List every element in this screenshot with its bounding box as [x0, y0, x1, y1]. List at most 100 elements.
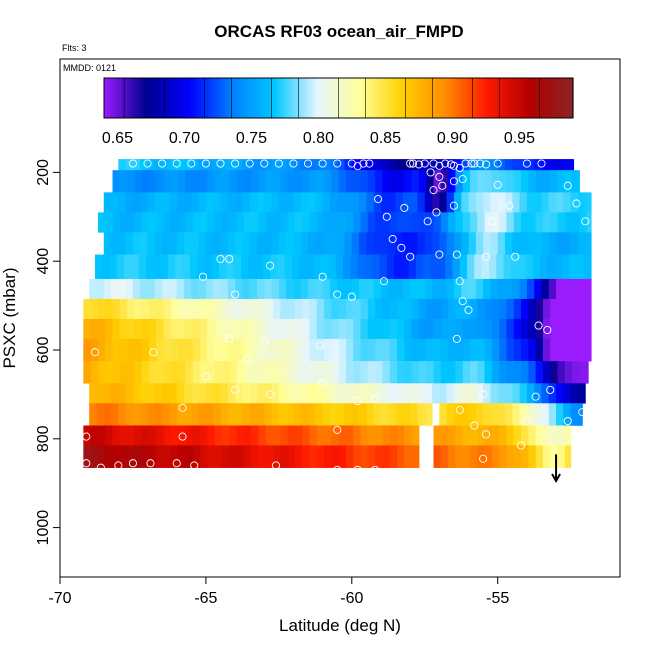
observation-marker: [435, 161, 444, 170]
x-tick-label: -65: [194, 590, 217, 607]
x-tick-label: -55: [486, 590, 509, 607]
colorbar-segment: [104, 78, 108, 118]
heatmap-cell: [579, 298, 588, 320]
heatmap-cell: [103, 278, 112, 300]
colorbar-segment: [506, 78, 510, 118]
heatmap-cell: [557, 298, 566, 320]
heatmap-cell: [192, 361, 201, 384]
heatmap-cell: [366, 403, 375, 426]
heatmap-cell: [221, 212, 230, 233]
heatmap-cell: [404, 445, 413, 468]
observation-marker: [516, 441, 526, 450]
heatmap-cell: [112, 445, 121, 468]
colorbar-segment: [264, 78, 269, 118]
heatmap-cell: [213, 232, 221, 255]
colorbar-segment: [519, 78, 524, 118]
heatmap-cell: [205, 232, 214, 255]
heatmap-cell: [273, 212, 281, 233]
heatmap-cell: [200, 338, 208, 362]
heatmap-cell: [105, 361, 114, 384]
observation-marker: [461, 159, 470, 168]
heatmap-cell: [226, 254, 235, 280]
heatmap-cell: [373, 232, 382, 255]
heatmap-cell: [528, 361, 537, 384]
heatmap-cell: [141, 425, 150, 446]
heatmap-cell: [89, 383, 97, 404]
heatmap-cell: [185, 298, 194, 320]
heatmap-cell: [316, 445, 325, 468]
heatmap-cell: [525, 254, 534, 280]
heatmap-cell: [163, 212, 172, 233]
colorbar-segment: [321, 78, 326, 118]
heatmap-cell: [386, 254, 395, 280]
heatmap-cell: [484, 318, 493, 340]
heatmap-cell: [351, 232, 360, 255]
heatmap-cell: [163, 425, 172, 446]
heatmap-cell: [418, 318, 427, 340]
heatmap-cell: [221, 338, 230, 362]
heatmap-cell: [105, 318, 114, 340]
colorbar-segment: [398, 78, 403, 118]
heatmap-cell: [96, 403, 105, 426]
heatmap-cell: [461, 159, 470, 171]
heatmap-cell: [474, 254, 483, 280]
heatmap-cell: [214, 338, 223, 362]
heatmap-cell: [132, 278, 141, 300]
heatmap-cell: [169, 192, 178, 213]
heatmap-cell: [185, 425, 194, 446]
heatmap-cell: [367, 318, 376, 340]
heatmap-cell: [119, 338, 128, 362]
heatmap-cell: [446, 383, 455, 404]
observation-marker: [274, 159, 283, 168]
heatmap-cell: [469, 425, 478, 446]
colorbar-segment: [184, 78, 189, 118]
observation-marker: [90, 348, 100, 357]
colorbar-segment: [475, 78, 480, 118]
heatmap-cell: [513, 445, 522, 468]
observation-markers: [82, 159, 590, 477]
heatmap-cell: [242, 403, 251, 426]
observation-marker: [225, 334, 234, 343]
colorbar-segment: [418, 78, 423, 118]
heatmap-cell: [469, 170, 478, 193]
heatmap-cell: [424, 383, 433, 404]
heatmap-cell: [324, 361, 332, 384]
heatmap-cell: [83, 425, 92, 446]
heatmap-cell: [134, 338, 143, 362]
heatmap-cell: [469, 298, 478, 320]
heatmap-cell: [504, 159, 513, 171]
heatmap-cell: [550, 298, 559, 320]
colorbar-segment: [459, 78, 464, 118]
heatmap-cell: [316, 338, 325, 362]
heatmap-cell: [455, 212, 464, 233]
heatmap-cell: [367, 298, 376, 320]
heatmap-cell: [417, 403, 426, 426]
heatmap-cell: [256, 192, 265, 213]
heatmap-cell: [379, 254, 388, 280]
heatmap-cell: [273, 445, 281, 468]
colorbar-segment: [428, 78, 433, 118]
observation-marker: [315, 341, 324, 350]
heatmap-cell: [483, 403, 491, 426]
heatmap-cell: [389, 298, 398, 320]
heatmap-cell: [461, 383, 470, 404]
heatmap-cell: [433, 425, 442, 446]
heatmap-cell: [207, 318, 216, 340]
colorbar-segment: [201, 78, 206, 118]
heatmap-cell: [214, 425, 223, 446]
heatmap-cell: [468, 403, 477, 426]
heatmap-cell: [251, 445, 259, 468]
colorbar-segment: [351, 78, 356, 118]
heatmap-cell: [557, 170, 566, 193]
heatmap-cell: [242, 232, 251, 255]
heatmap-cell: [561, 254, 570, 280]
heatmap-cell: [221, 170, 230, 193]
heatmap-cell: [227, 232, 236, 255]
heatmap-cell: [324, 170, 332, 193]
observation-marker: [481, 252, 491, 261]
heatmap-cell: [229, 212, 238, 233]
observation-marker: [353, 397, 362, 406]
colorbar-segment: [254, 78, 259, 118]
colorbar-segment: [566, 78, 571, 118]
colorbar-tick-label: 0.80: [303, 130, 334, 147]
